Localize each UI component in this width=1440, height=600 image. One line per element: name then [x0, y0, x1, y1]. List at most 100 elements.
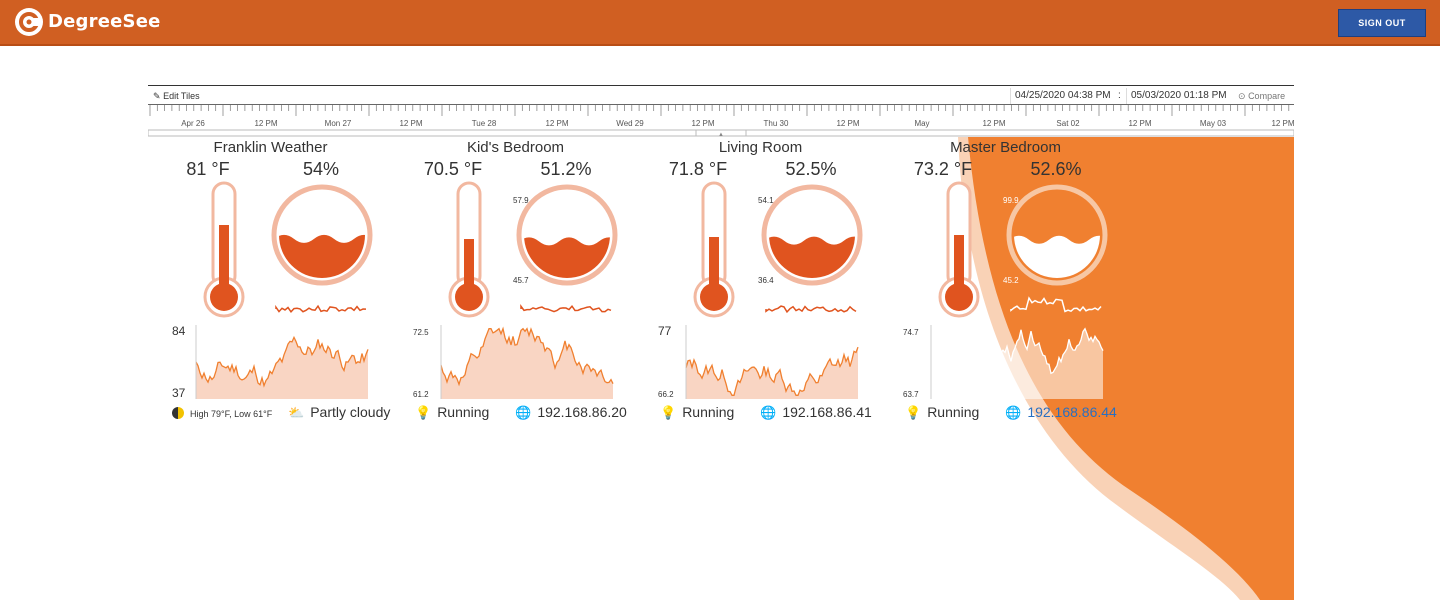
timeline-label: 12 PM — [1128, 119, 1151, 128]
tile-graphics: 84 37 — [172, 181, 373, 400]
thermometer-icon — [203, 181, 245, 318]
status-text: Running — [437, 404, 490, 420]
timeline-label: May 03 — [1200, 119, 1227, 128]
timeline-scroll-handle[interactable] — [695, 129, 747, 137]
humidity-sparkline — [1010, 296, 1102, 313]
tile-franklin-weather[interactable]: Franklin Weather 81 °F 54% 84 37 High 79°… — [148, 137, 393, 427]
compare-label: Compare — [1248, 91, 1286, 101]
status-row: 💡 Running 🌐 192.168.86.44 — [905, 404, 1117, 421]
humidity-gauge-icon — [271, 184, 373, 286]
timeline-label: Wed 29 — [616, 119, 644, 128]
tile-master-bedroom[interactable]: Master Bedroom 73.2 °F 52.6% 99.9 45.2 74.… — [883, 137, 1128, 427]
timeline-label: 12 PM — [836, 119, 859, 128]
timeline-label: 12 PM — [545, 119, 568, 128]
svg-text:▲: ▲ — [718, 132, 724, 137]
control-bar: ✎ Edit Tiles 04/25/2020 04:38 PM : 05/03… — [148, 85, 1294, 105]
humidity-value: 54% — [302, 159, 340, 179]
sign-out-button[interactable]: SIGN OUT — [1338, 9, 1426, 37]
temperature-value: 73.2 °F — [913, 159, 973, 179]
info-text: Partly cloudy — [310, 404, 391, 420]
timeline-label: 12 PM — [254, 119, 277, 128]
timeline-label: 12 PM — [982, 119, 1005, 128]
globe-icon: 🌐 — [1005, 405, 1022, 421]
humidity-max-label: 54.1 — [758, 196, 774, 205]
chart-max-label: 77 — [658, 324, 672, 338]
top-bar: DegreeSee SIGN OUT — [0, 0, 1440, 46]
timeline-label: Mon 27 — [325, 119, 352, 128]
moon-icon — [172, 407, 184, 420]
tile-title: Master Bedroom — [950, 139, 1061, 156]
humidity-gauge-icon — [761, 184, 863, 286]
timeline-label: Apr 26 — [181, 119, 205, 128]
thermometer-fill — [219, 225, 229, 297]
status-row: High 79°F, Low 61°F ⛅ Partly cloudy — [172, 404, 390, 421]
timeline-ruler[interactable]: Apr 26 12 PM Mon 27 12 PM Tue 28 12 PM Wed 29 1… — [148, 104, 1294, 137]
timeline-label: 12 PM — [1271, 119, 1294, 128]
tile-graphics: 99.9 45.2 74.7 63.7 — [903, 181, 1108, 399]
humidity-min-label: 36.4 — [758, 276, 774, 285]
humidity-min-label: 45.2 — [1003, 276, 1019, 285]
humidity-sparkline — [275, 304, 367, 313]
status-text: Running — [682, 404, 735, 420]
temperature-history-line — [930, 327, 1104, 375]
temperature-history-area — [196, 337, 368, 399]
start-datetime-input[interactable]: 04/25/2020 04:38 PM — [1010, 88, 1115, 104]
edit-tiles-button[interactable]: ✎ Edit Tiles — [153, 91, 200, 102]
humidity-gauge-icon — [516, 184, 618, 286]
thermometer-icon — [693, 181, 735, 318]
dashboard-panel: ✎ Edit Tiles 04/25/2020 04:38 PM : 05/03… — [148, 85, 1294, 600]
edit-tiles-label: Edit Tiles — [163, 91, 200, 101]
tile-living-room[interactable]: Living Room 71.8 °F 52.5% 54.1 36.4 77 66.2… — [638, 137, 883, 427]
humidity-sparkline — [765, 305, 857, 314]
tile-graphics: 57.9 45.7 72.5 61.2 — [413, 181, 618, 399]
humidity-gauge-icon — [1006, 184, 1108, 286]
timeline-label: Sat 02 — [1056, 119, 1080, 128]
timeline-label: 12 PM — [399, 119, 422, 128]
thermometer-fill — [954, 235, 964, 297]
chart-min-label: 66.2 — [658, 390, 674, 399]
timeline-label: Thu 30 — [764, 119, 789, 128]
thermometer-fill — [709, 237, 719, 297]
humidity-min-label: 45.7 — [513, 276, 529, 285]
clock-icon: ⊙ — [1238, 91, 1246, 101]
timeline-label: May — [914, 119, 929, 128]
partly-cloudy-icon: ⛅ — [288, 405, 305, 421]
temperature-history-line — [685, 346, 859, 396]
thermometer-fill — [464, 239, 474, 297]
thermometer-icon — [448, 181, 490, 318]
humidity-sparkline — [520, 304, 612, 313]
timeline-label: Tue 28 — [472, 119, 497, 128]
globe-icon: 🌐 — [515, 405, 532, 421]
temperature-history-line — [440, 326, 614, 387]
tile-title: Living Room — [718, 139, 803, 156]
chart-min-label: 37 — [172, 386, 186, 400]
compare-button[interactable]: ⊙ Compare — [1238, 88, 1285, 104]
status-text: High 79°F, Low 61°F — [190, 409, 273, 419]
temperature-history-line — [195, 335, 369, 388]
humidity-value: 52.5% — [785, 159, 837, 179]
pencil-icon: ✎ — [153, 91, 161, 101]
humidity-max-label: 99.9 — [1003, 196, 1019, 205]
chart-max-label: 74.7 — [903, 328, 919, 337]
temperature-value: 81 °F — [186, 159, 230, 179]
lightbulb-icon: 💡 — [660, 405, 677, 421]
chart-max-label: 72.5 — [413, 328, 429, 337]
info-text: 192.168.86.44 — [1027, 404, 1117, 420]
tile-kids-bedroom[interactable]: Kid's Bedroom 70.5 °F 51.2% 57.9 45.7 72.5… — [393, 137, 638, 427]
tile-title: Kid's Bedroom — [466, 139, 565, 156]
status-row: 💡 Running 🌐 192.168.86.20 — [415, 404, 627, 421]
chart-max-label: 84 — [172, 324, 186, 338]
humidity-value: 51.2% — [540, 159, 592, 179]
status-text: Running — [927, 404, 980, 420]
end-datetime-input[interactable]: 05/03/2020 01:18 PM — [1126, 88, 1231, 104]
temperature-history-area — [686, 347, 858, 399]
globe-icon: 🌐 — [760, 405, 777, 421]
timeline-label: 12 PM — [691, 119, 714, 128]
status-row: 💡 Running 🌐 192.168.86.41 — [660, 404, 872, 421]
humidity-max-label: 57.9 — [513, 196, 529, 205]
temperature-value: 70.5 °F — [423, 159, 483, 179]
app-name: DegreeSee — [48, 11, 161, 32]
thermometer-icon — [938, 181, 980, 318]
degreesee-logo-icon — [15, 8, 43, 36]
tile-graphics: 54.1 36.4 77 66.2 — [658, 181, 863, 399]
